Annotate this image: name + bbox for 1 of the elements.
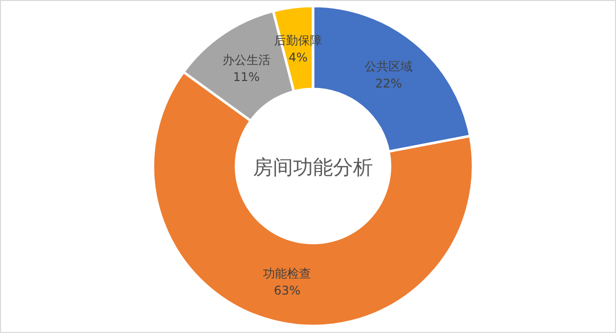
text: 房间功能分析 bbox=[253, 155, 373, 179]
